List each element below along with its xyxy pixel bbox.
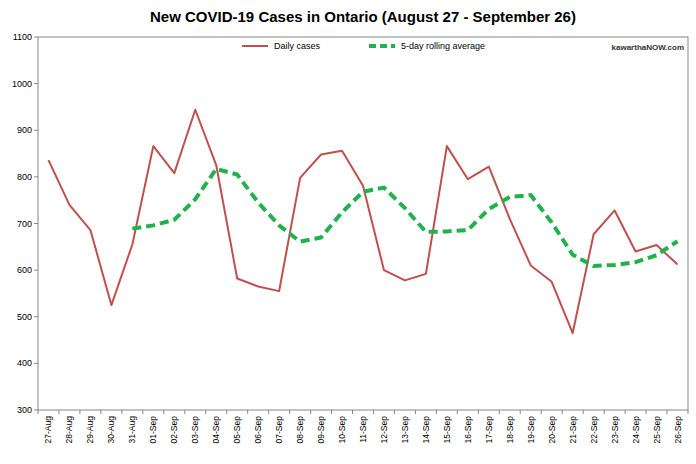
y-tick <box>34 270 38 271</box>
x-tick-label: 13-Sep <box>400 416 410 444</box>
x-tick-separator <box>541 410 542 414</box>
x-tick-separator <box>184 410 185 414</box>
annotation: kawarthaNOW.com <box>612 43 684 52</box>
x-tick-label: 02-Sep <box>169 416 179 444</box>
background <box>0 0 696 464</box>
x-tick-separator <box>205 410 206 414</box>
x-tick-separator <box>373 410 374 414</box>
y-tick-label: 700 <box>17 219 32 229</box>
series-line <box>48 110 677 333</box>
x-tick-separator <box>352 410 353 414</box>
legend-label: Daily cases <box>274 41 321 51</box>
x-tick-label: 24-Sep <box>631 416 641 444</box>
x-tick-separator <box>310 410 311 414</box>
x-tick-separator <box>247 410 248 414</box>
y-tick-label: 500 <box>17 312 32 322</box>
x-tick-separator <box>38 410 39 414</box>
title: New COVID-19 Cases in Ontario (August 27… <box>150 8 576 25</box>
x-tick-label: 03-Sep <box>190 416 200 444</box>
y-tick <box>34 223 38 224</box>
y-tick <box>34 316 38 317</box>
x-tick-label: 15-Sep <box>442 416 452 444</box>
x-tick-separator <box>646 410 647 414</box>
x-tick-label: 06-Sep <box>253 416 263 444</box>
y-tick-label: 900 <box>17 125 32 135</box>
x-tick-separator <box>142 410 143 414</box>
x-tick-label: 14-Sep <box>421 416 431 444</box>
y-tick-label: 300 <box>17 405 32 415</box>
legend-swatch <box>242 45 268 47</box>
x-tick-separator <box>121 410 122 414</box>
x-tick-separator <box>79 410 80 414</box>
chart: 300 400 500 600 700 800 900 1000 1100 27-Aug 28-Au… <box>0 0 696 464</box>
x-tick-label: 31-Aug <box>127 416 137 444</box>
x-tick-label: 01-Sep <box>148 416 158 444</box>
y-tick-label: 600 <box>17 265 32 275</box>
y-tick <box>34 37 38 38</box>
series-line <box>132 169 677 266</box>
x-tick-label: 18-Sep <box>505 416 515 444</box>
y-tick-label: 400 <box>17 358 32 368</box>
x-tick-separator <box>289 410 290 414</box>
y-tick-label: 800 <box>17 172 32 182</box>
x-tick-separator <box>583 410 584 414</box>
x-tick-label: 08-Sep <box>295 416 305 444</box>
x-tick-separator <box>604 410 605 414</box>
x-tick-label: 26-Sep <box>673 416 683 444</box>
x-tick-separator <box>667 410 668 414</box>
y-tick-label: 1000 <box>12 79 32 89</box>
x-tick-label: 22-Sep <box>589 416 599 444</box>
x-tick-label: 05-Sep <box>232 416 242 444</box>
x-tick-separator <box>331 410 332 414</box>
x-tick-separator <box>499 410 500 414</box>
x-tick-label: 23-Sep <box>610 416 620 444</box>
y-tick <box>34 83 38 84</box>
x-tick-separator <box>478 410 479 414</box>
x-tick-label: 07-Sep <box>274 416 284 444</box>
x-tick-label: 11-Sep <box>358 416 368 443</box>
x-tick-separator <box>688 410 689 414</box>
x-tick-separator <box>394 410 395 414</box>
x-tick-label: 28-Aug <box>64 416 74 444</box>
x-tick-label: 12-Sep <box>379 416 389 444</box>
x-tick-label: 30-Aug <box>106 416 116 444</box>
x-tick-label: 17-Sep <box>484 416 494 444</box>
y-tick <box>34 176 38 177</box>
x-tick-separator <box>520 410 521 414</box>
x-tick-separator <box>163 410 164 414</box>
legend-swatch <box>369 44 395 48</box>
x-tick-label: 19-Sep <box>526 416 536 444</box>
x-tick-separator <box>58 410 59 414</box>
legend-label: 5-day rolling average <box>401 41 485 51</box>
plot-frame <box>38 37 688 410</box>
y-tick-label: 1100 <box>13 32 32 42</box>
x-tick-label: 09-Sep <box>316 416 326 444</box>
y-tick <box>34 130 38 131</box>
x-tick-separator <box>226 410 227 414</box>
x-tick-separator <box>415 410 416 414</box>
x-tick-label: 21-Sep <box>568 416 578 444</box>
x-tick-label: 10-Sep <box>337 416 347 444</box>
x-tick-label: 04-Sep <box>211 416 221 444</box>
x-tick-label: 27-Aug <box>43 416 53 444</box>
x-tick-separator <box>436 410 437 414</box>
y-tick <box>34 410 38 411</box>
x-tick-label: 20-Sep <box>547 416 557 444</box>
x-tick-separator <box>562 410 563 414</box>
x-tick-separator <box>268 410 269 414</box>
x-tick-separator <box>457 410 458 414</box>
x-tick-separator <box>100 410 101 414</box>
x-tick-label: 29-Aug <box>85 416 95 444</box>
x-tick-separator <box>625 410 626 414</box>
y-tick <box>34 363 38 364</box>
series-group <box>48 110 677 333</box>
x-tick-label: 25-Sep <box>652 416 662 444</box>
x-tick-label: 16-Sep <box>463 416 473 444</box>
